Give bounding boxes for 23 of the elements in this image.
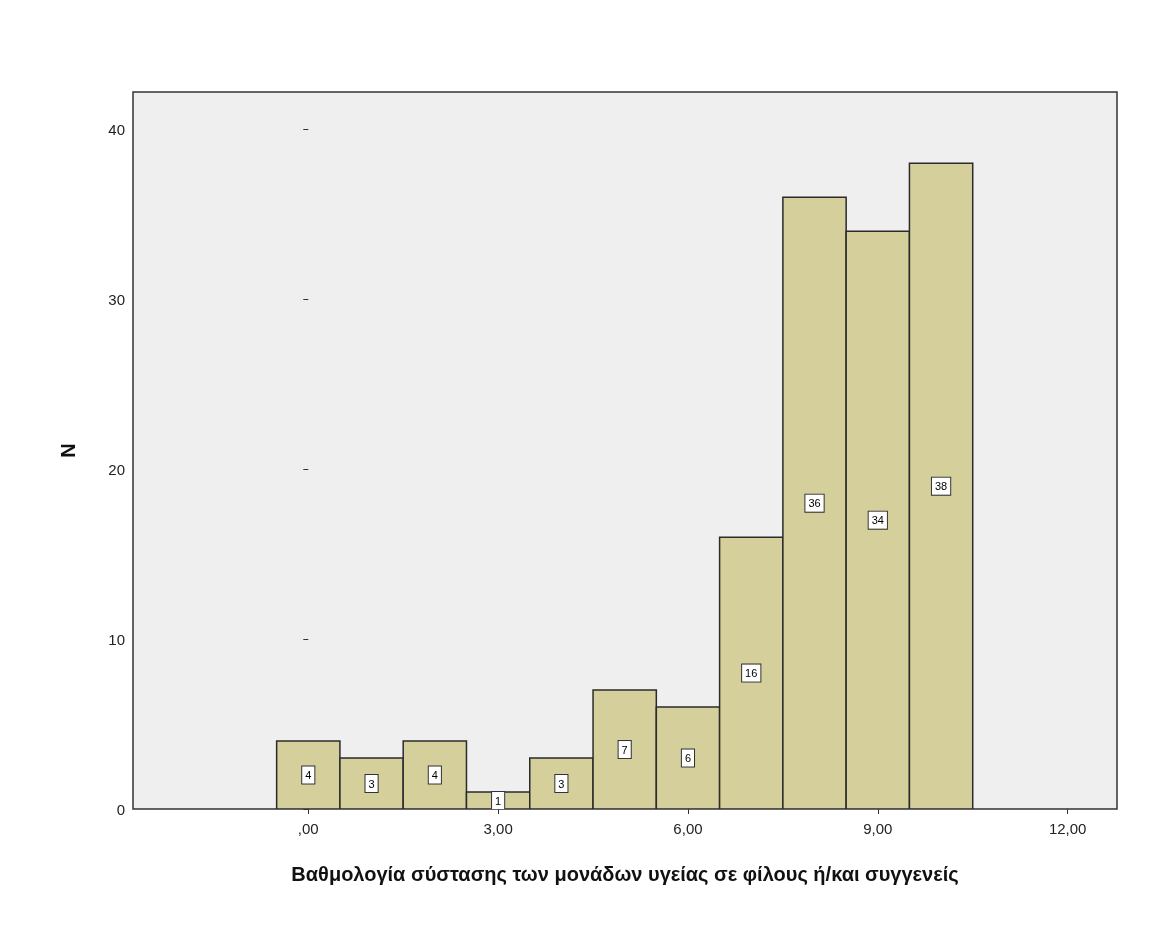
x-tick-label: ,00: [297, 820, 319, 837]
x-tick-label: 6,00: [673, 820, 703, 837]
data-label: 4: [431, 769, 438, 782]
x-tick-label: 3,00: [483, 820, 513, 837]
x-tick-label: 12,00: [1048, 820, 1087, 837]
y-tick-label: 40: [108, 120, 125, 138]
x-axis-title: Βαθμολογία σύστασης των μονάδων υγείας σε φίλους ή/και συγγενείς: [291, 863, 959, 885]
y-axis-title: N: [57, 443, 79, 458]
data-label: 34: [871, 514, 884, 527]
data-label: 1: [495, 794, 502, 807]
y-tick-label: 30: [108, 290, 125, 308]
data-label: 7: [621, 743, 628, 756]
data-label: 36: [808, 497, 821, 510]
data-label: 6: [684, 752, 692, 765]
y-tick-label: 20: [108, 460, 125, 478]
data-label: 38: [934, 480, 948, 493]
data-label: 3: [558, 777, 565, 790]
x-tick-label: 9,00: [863, 820, 893, 837]
data-label: 16: [745, 667, 758, 680]
data-label: 4: [305, 769, 312, 782]
data-label: 3: [368, 777, 375, 790]
y-tick-label: 0: [116, 800, 125, 818]
y-tick-label: 10: [108, 630, 125, 648]
